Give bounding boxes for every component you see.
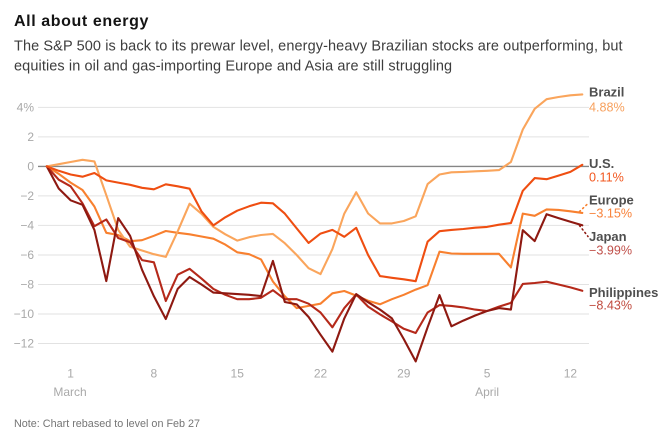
svg-text:2: 2 xyxy=(27,130,34,144)
svg-text:−4: −4 xyxy=(20,219,34,233)
svg-text:4%: 4% xyxy=(17,101,35,115)
svg-text:−3.99%: −3.99% xyxy=(589,244,632,258)
svg-text:15: 15 xyxy=(231,367,245,381)
svg-text:0.11%: 0.11% xyxy=(589,171,624,185)
svg-text:1: 1 xyxy=(67,367,74,381)
svg-text:All about energy: All about energy xyxy=(14,13,149,30)
svg-text:−2: −2 xyxy=(20,189,34,203)
svg-text:Note: Chart rebased to level o: Note: Chart rebased to level on Feb 27 xyxy=(14,418,200,430)
svg-text:5: 5 xyxy=(484,367,491,381)
svg-text:4.88%: 4.88% xyxy=(589,101,625,115)
svg-text:U.S.: U.S. xyxy=(589,156,614,171)
svg-text:12: 12 xyxy=(564,367,578,381)
svg-text:−12: −12 xyxy=(14,337,35,351)
svg-text:29: 29 xyxy=(397,367,411,381)
svg-text:March: March xyxy=(53,385,86,399)
svg-text:The S&P 500 is back to its pre: The S&P 500 is back to its prewar level,… xyxy=(14,39,623,55)
svg-text:−8: −8 xyxy=(20,278,34,292)
svg-text:22: 22 xyxy=(314,367,328,381)
svg-text:Japan: Japan xyxy=(589,229,627,244)
svg-text:Europe: Europe xyxy=(589,193,634,208)
svg-text:Philippines: Philippines xyxy=(589,285,658,300)
svg-text:equities in oil and gas-import: equities in oil and gas-importing Europe… xyxy=(14,58,452,74)
svg-text:April: April xyxy=(475,385,499,399)
svg-text:8: 8 xyxy=(151,367,158,381)
svg-text:−10: −10 xyxy=(14,307,35,321)
svg-text:−6: −6 xyxy=(20,248,34,262)
svg-text:−8.43%: −8.43% xyxy=(589,299,632,313)
svg-text:−3.15%: −3.15% xyxy=(589,207,632,221)
svg-text:Brazil: Brazil xyxy=(589,85,624,100)
svg-text:0: 0 xyxy=(27,160,34,174)
